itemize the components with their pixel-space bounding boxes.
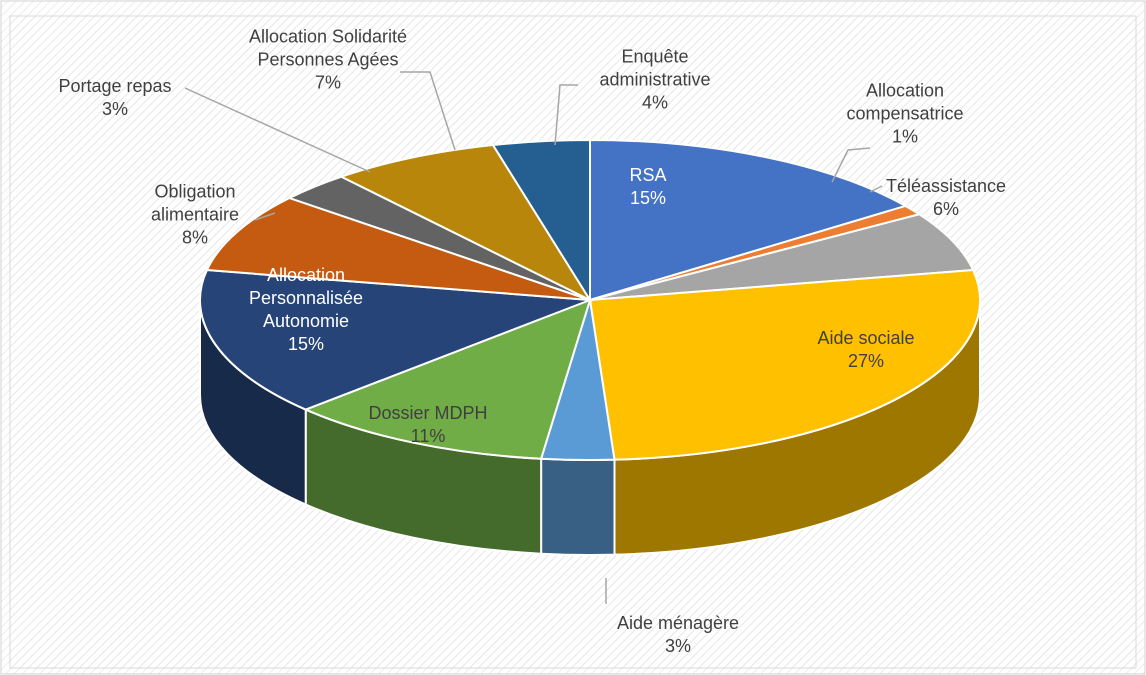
leader-line (869, 185, 883, 193)
pie-tops (199, 138, 981, 461)
pie-slice (303, 298, 592, 460)
slice-side (540, 457, 616, 556)
pie-sides (199, 299, 981, 556)
leader-line (554, 84, 578, 146)
value-label: 1% (891, 126, 918, 147)
data-label: Obligation alimentaire 8% (135, 181, 255, 250)
data-label: RSA 15% (608, 164, 688, 210)
category-label: Allocation Personnalisée Autonomie (248, 265, 364, 331)
category-label: Allocation Solidarité Personnes Agées (248, 26, 408, 70)
data-label: Aide ménagère 3% (593, 612, 763, 658)
category-label: Téléassistance (885, 176, 1007, 196)
value-label: 7% (314, 72, 341, 93)
leader-line (184, 87, 371, 173)
data-label: Enquête administrative 4% (580, 46, 730, 115)
data-label: Portage repas 3% (40, 75, 190, 121)
value-label: 27% (847, 351, 885, 371)
pie-slice (589, 138, 909, 302)
data-label: Aide sociale 27% (791, 327, 941, 373)
leader-line (254, 212, 276, 221)
category-label: Obligation alimentaire (150, 181, 240, 225)
category-label: Allocation compensatrice (846, 80, 964, 124)
data-label: Allocation Solidarité Personnes Agées 7% (238, 26, 418, 95)
category-label: Enquête administrative (599, 46, 711, 90)
value-label: 15% (287, 334, 325, 354)
pie-slice (491, 138, 591, 304)
value-label: 8% (181, 227, 208, 248)
pie-slice (588, 268, 981, 461)
category-label: Portage repas (58, 76, 172, 96)
leader-lines (184, 71, 883, 604)
data-label: Allocation Personnalisée Autonomie 15% (241, 264, 371, 356)
data-label: Téléassistance 6% (876, 175, 1016, 221)
data-label: Allocation compensatrice 1% (835, 80, 975, 149)
leader-line (400, 71, 456, 151)
category-label: Aide ménagère (616, 613, 740, 633)
value-label: 4% (641, 92, 668, 113)
value-label: 11% (410, 426, 446, 446)
category-label: Aide sociale (817, 328, 915, 348)
category-label: RSA (629, 165, 667, 185)
value-label: 3% (664, 636, 691, 656)
pie-slice (205, 196, 591, 301)
value-label: 6% (932, 199, 959, 219)
value-label: 3% (101, 99, 128, 119)
pie-slice (199, 268, 591, 411)
data-label: Dossier MDPH 11% (353, 402, 503, 448)
pie-slice (338, 143, 593, 303)
category-label: Dossier MDPH (368, 403, 488, 423)
value-label: 15% (629, 188, 667, 208)
pie-slice (589, 213, 975, 301)
leader-line (831, 147, 871, 183)
